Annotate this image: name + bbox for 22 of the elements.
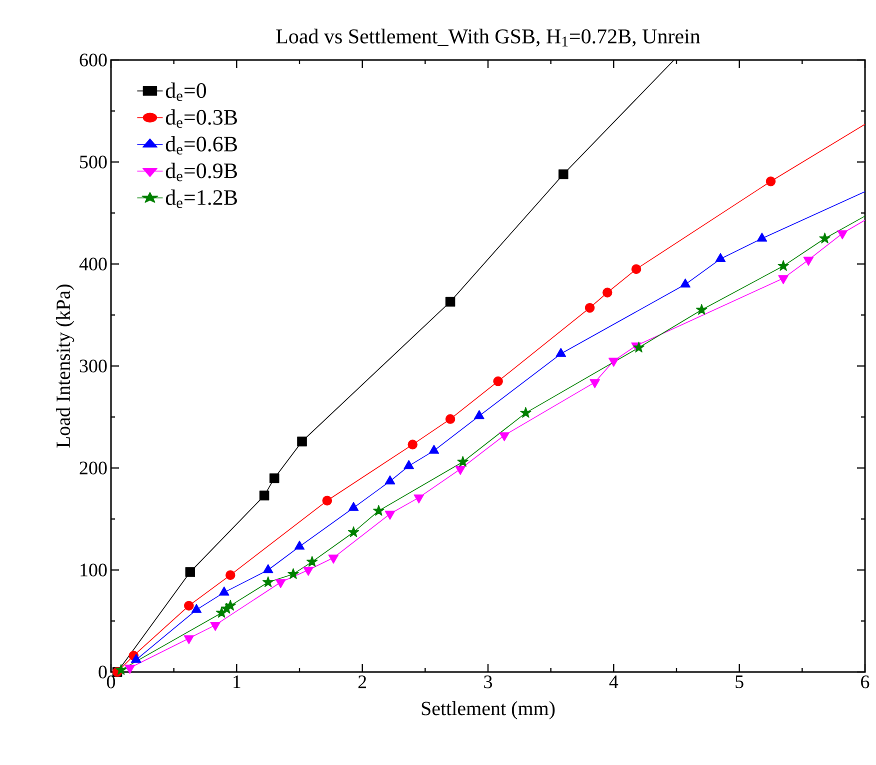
legend-label: d$_{e}$=0.3B [166,109,237,128]
y-tick-label: 200 [80,462,107,474]
legend-label: d$_{e}$=0.9B [166,162,237,182]
legend-label: d$_{e}$=1.2B [166,190,237,208]
y-tick-label: 500 [80,156,107,168]
chart-title: Load vs Settlement_With GSB, H$_{1}$=0.72B, Unrein [276,28,700,46]
y-tick-label: 100 [80,564,107,576]
x-tick-label: 0 [106,676,116,688]
y-axis-title: Load Intensity (kPa) [56,284,74,448]
y-tick-label: 600 [80,54,107,66]
legend-label: d$_{e}$=0 [166,82,206,102]
x-tick-label: 4 [609,676,618,688]
x-axis-title: Settlement (mm) [422,701,555,720]
y-tick-label: 400 [79,258,107,270]
x-tick-label: 1 [234,676,240,688]
x-tick-label: 5 [736,676,744,688]
y-tick-label: 300 [80,360,107,372]
y-tick-label: 0 [98,666,107,678]
x-tick-label: 3 [484,676,492,688]
legend-label: d$_{e}$=0.6B [166,136,237,155]
x-tick-label: 6 [861,676,870,688]
x-tick-label: 2 [358,676,366,688]
